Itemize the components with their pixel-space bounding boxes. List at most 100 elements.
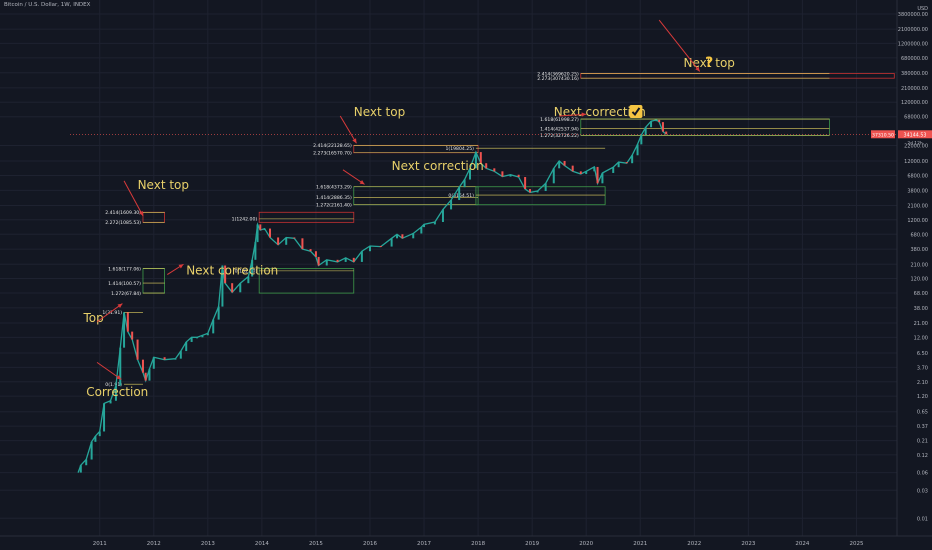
price-candle xyxy=(239,283,242,293)
fib-level-label: 1.272(67.84) xyxy=(111,291,141,297)
price-candle xyxy=(217,306,220,320)
price-candle xyxy=(325,259,328,266)
price-candle xyxy=(309,249,312,252)
y-tick-label: 12.00 xyxy=(914,335,928,341)
y-tick-label: 68.00 xyxy=(914,291,928,297)
price-candle xyxy=(463,179,466,188)
y-tick-label: 0.03 xyxy=(917,488,928,494)
x-tick-label: 2020 xyxy=(579,541,593,547)
y-tick-label: 2100.00 xyxy=(907,203,928,209)
price-candle xyxy=(412,233,415,239)
price-candle xyxy=(185,341,188,352)
x-tick-label: 2025 xyxy=(849,541,863,547)
annotation-arrowhead xyxy=(352,138,357,144)
x-tick-label: 2013 xyxy=(201,541,215,547)
price-candle xyxy=(196,337,199,339)
price-countdown: 2d 12h xyxy=(907,140,923,146)
fib-level-label: 2.272(1085.53) xyxy=(105,220,141,226)
y-tick-label: 3800.00 xyxy=(907,188,928,194)
check-mark-icon xyxy=(631,107,641,117)
annotation-arrowhead xyxy=(116,375,122,380)
annotation-text: Next top xyxy=(683,56,734,70)
annotation-arrow xyxy=(96,303,123,323)
y-tick-label: 21.00 xyxy=(914,321,928,327)
y-tick-label: 68000.00 xyxy=(904,115,928,121)
y-tick-label: 6.50 xyxy=(917,351,928,357)
price-candle xyxy=(221,265,224,307)
price-candle xyxy=(336,259,339,262)
price-candle xyxy=(141,359,144,373)
current-price-tag-bg xyxy=(898,130,932,139)
annotation-text: Correction xyxy=(86,385,148,399)
x-tick-label: 2012 xyxy=(147,541,161,547)
annotations: Top Correction Next top Next correction Next… xyxy=(83,19,735,399)
price-candle xyxy=(501,171,504,177)
x-tick-label: 2011 xyxy=(93,541,107,547)
price-line xyxy=(77,119,667,473)
fib-level-label: 1.618(61998.27) xyxy=(540,117,579,123)
price-candle xyxy=(144,372,147,381)
y-tick-label: 380000.00 xyxy=(901,71,928,77)
fib-level-label: 1(19804.25) xyxy=(445,146,474,152)
fib-level-label: 1.272(32726.22) xyxy=(540,133,579,139)
price-candle xyxy=(256,224,259,243)
price-candle xyxy=(136,339,139,360)
fib-level-label: 0(3154.51) xyxy=(448,193,474,199)
fib-level-label: 0(162.00) xyxy=(235,269,258,275)
price-candle xyxy=(109,400,112,404)
fib-level-label: 1(31.91) xyxy=(102,310,122,316)
annotation-arrow xyxy=(96,361,122,380)
annotation-text: Next top xyxy=(138,178,189,192)
y-tick-label: 1200000.00 xyxy=(898,41,928,47)
price-candle xyxy=(593,166,596,172)
price-candle xyxy=(247,276,250,284)
price-candle xyxy=(524,177,527,190)
price-candle xyxy=(396,234,399,239)
price-candle xyxy=(79,465,82,473)
fib-level-label: 1.618(177.06) xyxy=(108,266,141,272)
y-tick-label: 2100000.00 xyxy=(898,27,928,33)
price-candle xyxy=(179,351,182,359)
fib-level-label: 1(1242.00) xyxy=(232,217,258,223)
price-candle xyxy=(206,333,209,336)
price-candle xyxy=(601,172,604,184)
fib-level-label: 0(1.91) xyxy=(105,382,122,388)
fib-level-label: 1.618(4373.29) xyxy=(316,185,352,191)
price-candle xyxy=(301,238,304,250)
fib-level-label: 1.414(100.57) xyxy=(108,281,141,287)
price-candle xyxy=(579,171,582,175)
y-tick-label: 0.12 xyxy=(917,453,928,459)
y-tick-label: 6800.00 xyxy=(907,173,928,179)
price-candle xyxy=(420,227,423,234)
y-tick-label: 2.10 xyxy=(917,380,928,386)
y-axis-unit: USD xyxy=(917,6,928,12)
price-candle xyxy=(131,331,134,340)
x-tick-label: 2023 xyxy=(741,541,755,547)
price-candle xyxy=(617,162,620,168)
price-candle xyxy=(224,265,227,284)
x-tick-label: 2021 xyxy=(633,541,647,547)
price-candle xyxy=(479,152,482,164)
y-tick-label: 3.70 xyxy=(917,365,928,371)
price-candle xyxy=(661,122,664,132)
price-candle xyxy=(558,160,561,169)
fib-levels: 1(31.91) 0(1.91) 2.414(1609.30) 2.272(1085.… xyxy=(102,71,895,388)
price-candle xyxy=(493,168,496,172)
y-tick-label: 0.21 xyxy=(917,439,928,445)
price-candle xyxy=(401,234,404,239)
fib-level-label: 2.414(369620.25) xyxy=(537,71,579,77)
y-tick-label: 1200.00 xyxy=(907,218,928,224)
price-candle xyxy=(655,119,658,122)
current-price-tag-2: 37310.50 xyxy=(872,132,894,138)
annotation-arrowhead xyxy=(581,112,587,117)
x-tick-label: 2022 xyxy=(687,541,701,547)
price-candle xyxy=(458,187,461,201)
y-tick-label: 22000.00 xyxy=(904,144,928,150)
price-candle xyxy=(148,368,151,381)
annotation-text: Next top xyxy=(354,105,405,119)
y-tick-label: 3800000.00 xyxy=(898,12,928,18)
annotation-text: Top xyxy=(83,311,104,325)
price-candle xyxy=(665,131,668,135)
